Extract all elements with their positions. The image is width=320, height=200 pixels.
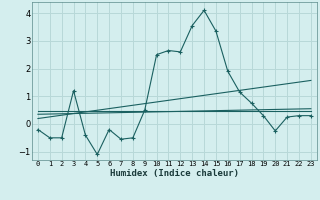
X-axis label: Humidex (Indice chaleur): Humidex (Indice chaleur) [110, 169, 239, 178]
